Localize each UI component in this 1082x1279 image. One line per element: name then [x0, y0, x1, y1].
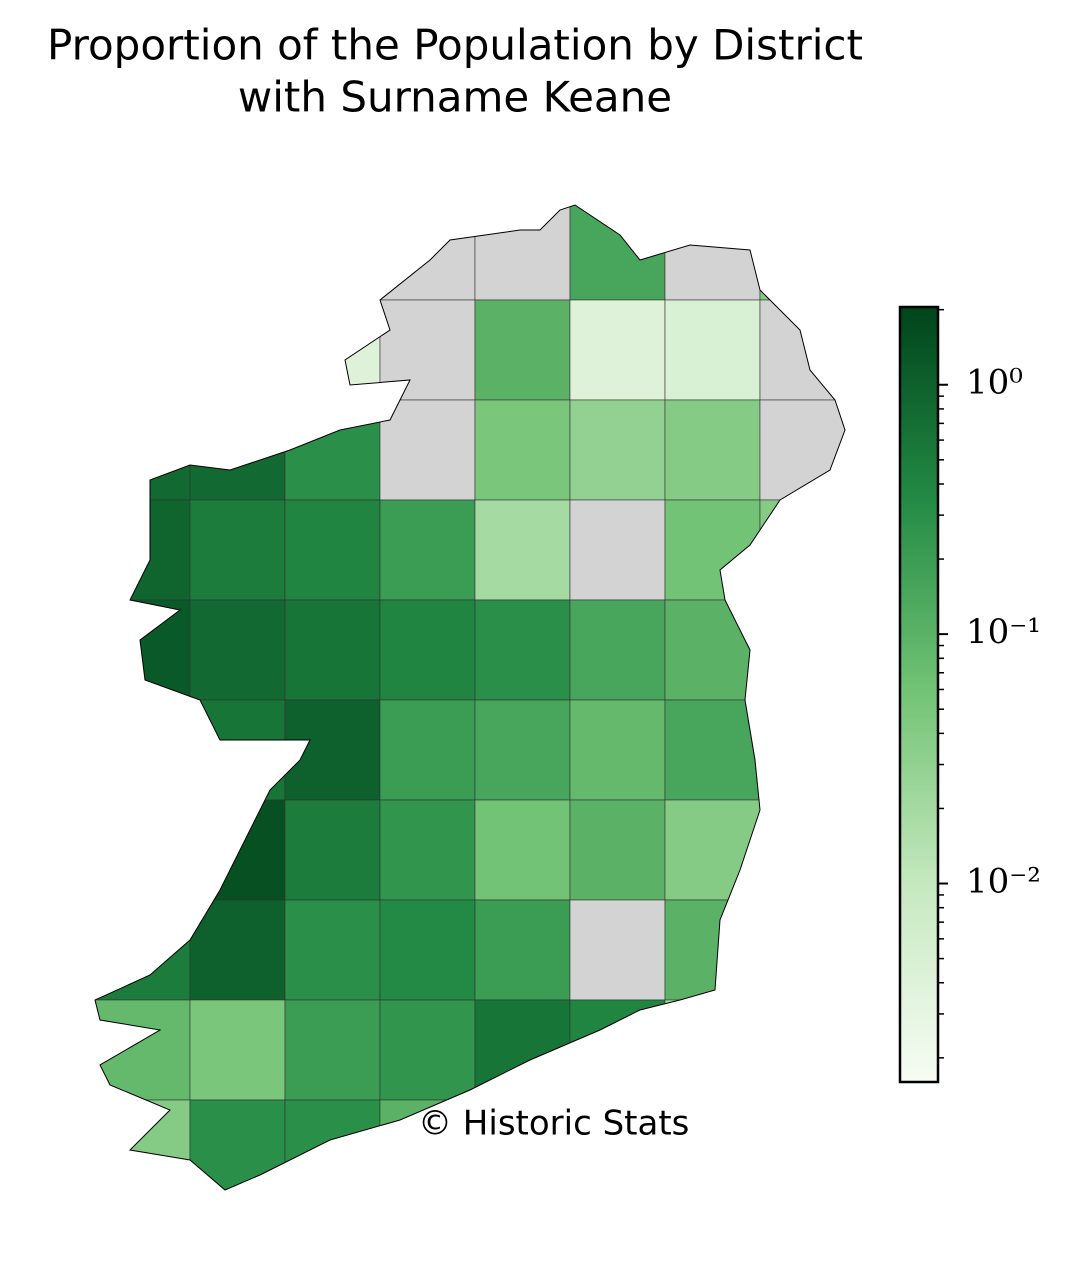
- colorbar: [898, 305, 940, 1084]
- district: [379, 299, 476, 401]
- coastline: [94, 204, 846, 1191]
- district: [284, 499, 381, 601]
- district: [474, 299, 571, 401]
- district: [95, 499, 191, 601]
- district: [474, 399, 571, 501]
- district: [189, 205, 286, 301]
- district: [759, 399, 845, 501]
- district: [474, 699, 571, 801]
- district: [569, 999, 666, 1101]
- district: [95, 599, 191, 701]
- district: [189, 499, 286, 601]
- district: [664, 799, 761, 901]
- district: [474, 999, 571, 1101]
- annotation: © Historic Stats: [418, 1104, 689, 1144]
- district: [664, 599, 761, 701]
- district: [569, 699, 666, 801]
- district: [284, 399, 381, 501]
- district: [379, 799, 476, 901]
- district: [379, 599, 476, 701]
- district: [95, 899, 191, 1001]
- colorbar-tick-label: 10⁻¹: [966, 612, 1041, 652]
- district: [474, 799, 571, 901]
- district: [759, 699, 845, 801]
- district: [569, 205, 666, 301]
- district: [95, 299, 191, 401]
- district: [569, 899, 666, 1001]
- district: [759, 1099, 845, 1190]
- district: [284, 299, 381, 401]
- district: [569, 599, 666, 701]
- district: [569, 499, 666, 601]
- district: [189, 399, 286, 501]
- district: [284, 205, 381, 301]
- district: [664, 299, 761, 401]
- district: [284, 599, 381, 701]
- district: [474, 599, 571, 701]
- district: [284, 699, 381, 801]
- district: [474, 899, 571, 1001]
- district: [569, 299, 666, 401]
- district: [189, 599, 286, 701]
- district: [759, 299, 845, 401]
- district: [95, 799, 191, 901]
- district: [569, 399, 666, 501]
- colorbar-tick-label: 10⁰: [966, 363, 1023, 403]
- district: [284, 899, 381, 1001]
- district: [759, 899, 845, 1001]
- district: [95, 999, 191, 1101]
- districts: [95, 205, 845, 1190]
- district: [379, 205, 476, 301]
- district: [284, 799, 381, 901]
- district: [379, 399, 476, 501]
- title-line: with Surname Keane: [238, 73, 672, 122]
- district: [569, 799, 666, 901]
- district: [189, 699, 286, 801]
- district: [379, 999, 476, 1101]
- district: [474, 499, 571, 601]
- district: [95, 1099, 191, 1190]
- district: [759, 499, 845, 601]
- district: [189, 899, 286, 1001]
- district: [379, 499, 476, 601]
- district: [95, 699, 191, 801]
- district: [189, 299, 286, 401]
- district: [759, 599, 845, 701]
- district: [664, 899, 761, 1001]
- district: [664, 399, 761, 501]
- district: [664, 999, 761, 1101]
- district: [95, 399, 191, 501]
- district: [664, 499, 761, 601]
- district: [284, 999, 381, 1101]
- district: [664, 699, 761, 801]
- district: [379, 899, 476, 1001]
- district: [474, 205, 571, 301]
- district: [759, 999, 845, 1101]
- district: [379, 699, 476, 801]
- title-line: Proportion of the Population by District: [47, 21, 863, 70]
- district: [284, 1099, 381, 1190]
- colorbar-tick-label: 10⁻²: [966, 862, 1041, 902]
- district: [759, 205, 845, 301]
- district: [189, 799, 286, 901]
- district: [189, 999, 286, 1101]
- district: [95, 205, 191, 301]
- district: [759, 799, 845, 901]
